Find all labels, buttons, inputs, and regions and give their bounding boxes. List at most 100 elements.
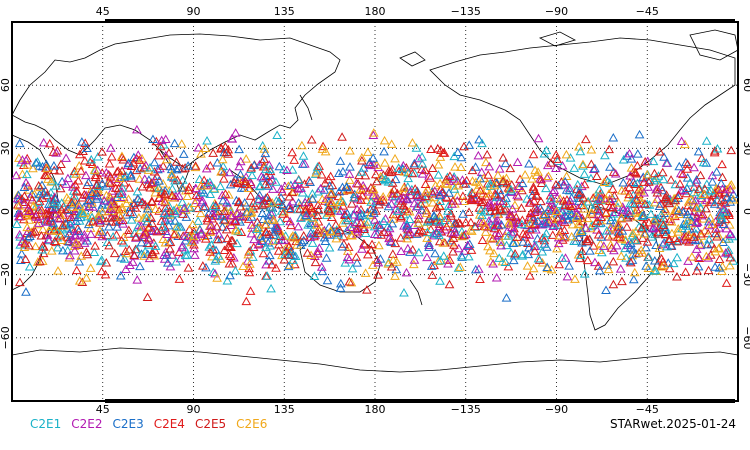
observation-triangle: [264, 210, 274, 220]
observation-triangle: [702, 239, 713, 249]
observation-triangle: [524, 230, 535, 239]
observation-triangle: [71, 238, 81, 247]
observation-triangle: [452, 147, 463, 156]
observation-triangle: [535, 174, 545, 183]
observation-triangle: [243, 183, 254, 192]
observation-triangle: [366, 245, 377, 254]
observation-triangle: [183, 263, 194, 272]
observation-triangle: [716, 211, 726, 220]
observation-triangle: [144, 253, 155, 263]
observation-triangle: [628, 274, 639, 284]
observation-triangle: [159, 208, 170, 218]
observation-triangle: [445, 171, 455, 180]
observation-triangle: [74, 256, 85, 266]
observation-triangle: [388, 255, 399, 264]
observation-triangle: [450, 162, 460, 171]
observation-triangle: [642, 237, 653, 246]
observation-triangle: [67, 202, 78, 211]
observation-triangle: [610, 168, 621, 178]
observation-triangle: [563, 214, 574, 224]
observation-triangle: [569, 163, 580, 172]
observation-triangle: [147, 249, 158, 259]
observation-triangle: [241, 207, 252, 216]
observation-triangle: [128, 209, 139, 219]
observation-triangle: [225, 270, 235, 280]
observation-triangle: [458, 209, 468, 218]
observation-triangle: [527, 174, 537, 183]
observation-triangle: [81, 170, 91, 180]
observation-triangle: [551, 150, 561, 159]
observation-triangle: [618, 205, 629, 214]
observation-triangle: [557, 253, 568, 262]
observation-triangle: [525, 208, 536, 218]
observation-triangle: [642, 156, 653, 165]
observation-triangle: [378, 216, 389, 226]
observation-triangle: [438, 238, 449, 247]
observation-triangle: [275, 216, 286, 226]
observation-triangle: [537, 233, 548, 243]
observation-triangle: [132, 275, 143, 284]
observation-triangle: [14, 229, 25, 239]
observation-triangle: [196, 229, 207, 239]
observation-triangle: [643, 252, 654, 261]
observation-triangle: [95, 256, 106, 266]
observation-triangle: [633, 185, 644, 194]
observation-triangle: [15, 277, 25, 287]
observation-triangle: [29, 189, 40, 198]
observation-triangle: [625, 243, 636, 252]
observation-triangle: [277, 235, 287, 245]
observation-triangle: [197, 185, 208, 194]
observation-triangle: [210, 256, 221, 265]
observation-triangle: [696, 231, 707, 240]
observation-triangle: [554, 259, 564, 269]
observation-triangle: [676, 136, 687, 146]
observation-triangle: [658, 174, 669, 184]
observation-triangle: [20, 254, 31, 264]
observation-triangle: [417, 169, 428, 178]
observation-triangle: [190, 161, 201, 170]
observation-triangle: [593, 230, 604, 239]
observation-triangle: [605, 215, 616, 225]
observation-triangle: [21, 287, 31, 296]
observation-triangle: [682, 164, 693, 173]
observation-triangle: [205, 189, 216, 198]
observation-triangle: [417, 159, 428, 168]
observation-triangle: [93, 212, 104, 221]
observation-triangle: [467, 165, 478, 175]
observation-triangle: [232, 208, 242, 218]
observation-triangle: [94, 226, 105, 235]
observation-triangle: [226, 211, 237, 220]
observation-triangle: [24, 215, 35, 224]
observation-triangle: [104, 192, 115, 201]
observation-triangle: [166, 169, 177, 179]
observation-triangle: [189, 250, 200, 259]
observation-triangle: [691, 175, 702, 184]
observation-triangle: [290, 179, 300, 188]
observation-triangle: [32, 219, 43, 229]
observation-triangle: [403, 167, 413, 177]
observation-triangle: [334, 186, 345, 196]
observation-triangle: [494, 164, 505, 173]
observation-triangle: [368, 130, 379, 140]
lon-tick-top: −135: [451, 5, 481, 18]
observation-triangle: [287, 165, 298, 174]
observation-triangle: [290, 230, 301, 240]
legend-entry: C2E2: [71, 417, 103, 431]
observation-triangle: [505, 163, 516, 173]
observation-triangle: [533, 205, 543, 215]
observation-triangle: [477, 235, 488, 244]
observation-triangle: [335, 156, 346, 165]
observation-triangle: [466, 193, 477, 203]
observation-triangle: [183, 161, 193, 170]
observation-triangle: [272, 130, 283, 139]
observation-triangle: [434, 230, 444, 239]
observation-triangle: [282, 165, 292, 175]
observation-triangle: [81, 190, 92, 200]
observation-triangle: [453, 180, 464, 190]
observation-triangle: [461, 175, 472, 185]
observation-triangle: [170, 216, 180, 225]
observation-triangle: [249, 234, 259, 244]
observation-triangle: [392, 206, 403, 215]
observation-triangle: [141, 210, 152, 219]
observation-triangle: [675, 168, 686, 178]
